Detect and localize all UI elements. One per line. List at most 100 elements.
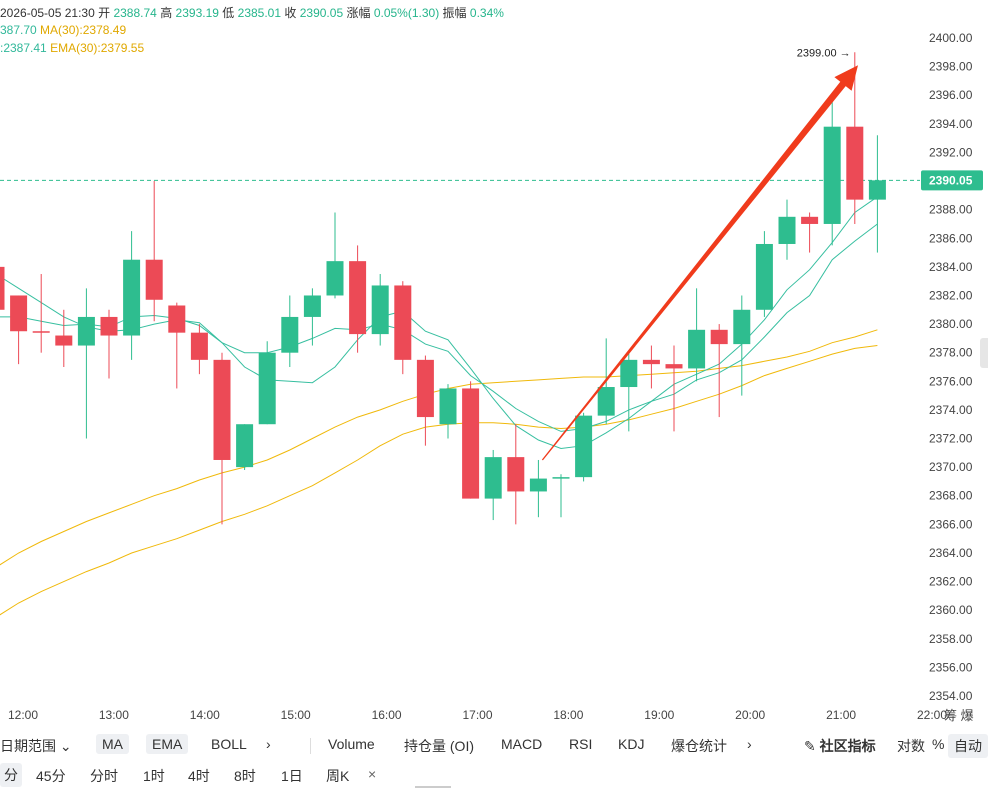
- ema30-label: EMA(30):: [50, 41, 101, 55]
- time-tick-label: 22:00: [917, 708, 947, 722]
- price-tick-label: 2380.00: [929, 317, 973, 331]
- price-tick-label: 2386.00: [929, 231, 973, 245]
- candle-body: [349, 261, 367, 335]
- oi-button[interactable]: 持仓量 (OI): [404, 738, 474, 754]
- price-tick-label: 2374.00: [929, 403, 973, 417]
- candle-body: [32, 331, 50, 333]
- time-tick-label: 21:00: [826, 708, 856, 722]
- date-range-dropdown[interactable]: 日期范围 ⌄: [0, 738, 72, 754]
- current-price-tag-label: 2390.05: [929, 173, 973, 187]
- candle-body: [484, 457, 502, 499]
- current-price-tag: [921, 170, 983, 191]
- time-tick-label: 18:00: [553, 708, 583, 722]
- rsi-button[interactable]: RSI: [569, 736, 593, 752]
- high-value: 2393.19: [175, 6, 219, 20]
- ma-short-value: 387.70: [0, 23, 37, 37]
- candle-body: [552, 477, 570, 479]
- interval-week[interactable]: 周K: [326, 768, 350, 784]
- price-tick-label: 2372.00: [929, 432, 973, 446]
- price-tick-label: 2398.00: [929, 60, 973, 74]
- candle-body: [55, 335, 73, 346]
- time-tick-label: 17:00: [462, 708, 492, 722]
- indicator-toolbar: 日期范围 ⌄ MA EMA BOLL › Volume 持仓量 (OI) MAC…: [0, 732, 988, 758]
- boll-button[interactable]: BOLL: [211, 736, 247, 752]
- price-tick-label: 2356.00: [929, 660, 973, 674]
- kdj-button[interactable]: KDJ: [618, 736, 645, 752]
- price-axis: 2400.00 2398.00 2396.00 2394.00 2392.00 2390.…: [921, 31, 983, 703]
- candle-body: [733, 309, 751, 345]
- ema-info-line: :2387.41 EMA(30):2379.55: [0, 41, 144, 55]
- candle-body: [868, 180, 886, 200]
- annotation-arrow: 2399.00 →: [541, 47, 858, 461]
- candle-body: [823, 126, 841, 224]
- ma-button[interactable]: MA: [96, 734, 129, 754]
- high-label: 高: [160, 6, 173, 20]
- candlestick-chart[interactable]: 2399.00 → 2400.00 2398.00 2396.00 2394.00 23…: [0, 0, 988, 730]
- interval-1h[interactable]: 1时: [143, 768, 165, 784]
- time-tick-label: 19:00: [644, 708, 674, 722]
- time-axis: 12:00 13:00 14:00 15:00 16:00 17:00 18:00 19:00…: [8, 708, 974, 723]
- edit-icon: ✎: [804, 738, 816, 754]
- time-tick-label: 16:00: [372, 708, 402, 722]
- price-tick-label: 2378.00: [929, 346, 973, 360]
- price-tick-label: 2384.00: [929, 260, 973, 274]
- liquidation-button[interactable]: 爆仓统计: [671, 738, 727, 754]
- candle-body: [100, 316, 118, 336]
- candle-body: [529, 478, 547, 492]
- ema-short-line: [0, 223, 878, 432]
- volume-button[interactable]: Volume: [328, 736, 375, 752]
- price-tick-label: 2388.00: [929, 203, 973, 217]
- macd-button[interactable]: MACD: [501, 736, 543, 752]
- ohlc-info-line: 2026-05-05 21:30 开 2388.74 高 2393.19 低 2…: [0, 4, 504, 21]
- candle-body: [620, 359, 638, 388]
- side-panel-handle[interactable]: [980, 338, 988, 368]
- candle-body: [462, 388, 480, 499]
- candle-body: [416, 359, 434, 418]
- candle-body: [281, 316, 299, 353]
- price-tick-label: 2396.00: [929, 88, 973, 102]
- chevron-right-icon[interactable]: ›: [266, 736, 271, 752]
- candle-body: [665, 364, 683, 369]
- candles: [0, 52, 886, 525]
- candle-body: [190, 332, 208, 360]
- close-icon[interactable]: ×: [368, 766, 377, 782]
- candle-body: [0, 266, 5, 310]
- candle-body: [846, 126, 864, 200]
- candle-body: [507, 457, 525, 492]
- price-tick-label: 2358.00: [929, 632, 973, 646]
- interval-1d[interactable]: 1日: [281, 768, 303, 784]
- candle-body: [688, 329, 706, 369]
- interval-4h[interactable]: 4时: [188, 768, 210, 784]
- time-tick-label: 15:00: [281, 708, 311, 722]
- open-label: 开: [98, 6, 111, 20]
- close-value: 2390.05: [299, 6, 344, 20]
- percent-scale-button[interactable]: %: [932, 736, 945, 752]
- candle-body: [326, 261, 344, 296]
- community-indicators-button[interactable]: ✎ 社区指标: [804, 738, 876, 754]
- indicator-lines: [0, 196, 878, 616]
- candle-body: [394, 285, 412, 360]
- price-tick-label: 2360.00: [929, 603, 973, 617]
- ma-info-line: 387.70 MA(30):2378.49: [0, 23, 126, 37]
- ema-short-value: :2387.41: [0, 41, 47, 55]
- ma30-line: [0, 329, 878, 566]
- divider: [310, 738, 311, 754]
- interval-timeshare[interactable]: 分时: [90, 768, 118, 784]
- price-tick-label: 2362.00: [929, 575, 973, 589]
- auto-scale-button[interactable]: 自动: [948, 734, 988, 758]
- candle-body: [145, 259, 163, 300]
- ma30-value: 2378.49: [82, 23, 127, 37]
- interval-45m[interactable]: 45分: [36, 768, 66, 784]
- candle-body: [258, 352, 276, 425]
- ema30-value: 2379.55: [100, 41, 145, 55]
- ema-button[interactable]: EMA: [146, 734, 189, 754]
- interval-min[interactable]: 分: [0, 763, 22, 787]
- log-scale-button[interactable]: 对数: [897, 738, 925, 754]
- interval-toolbar: 分 45分 分时 1时 4时 8时 1日 周K ×: [0, 760, 988, 788]
- candle-body: [801, 216, 819, 224]
- chevron-right-icon[interactable]: ›: [747, 736, 752, 752]
- candle-body: [439, 388, 457, 425]
- price-tick-label: 2382.00: [929, 288, 973, 302]
- interval-8h[interactable]: 8时: [234, 768, 256, 784]
- low-label: 低: [222, 6, 235, 20]
